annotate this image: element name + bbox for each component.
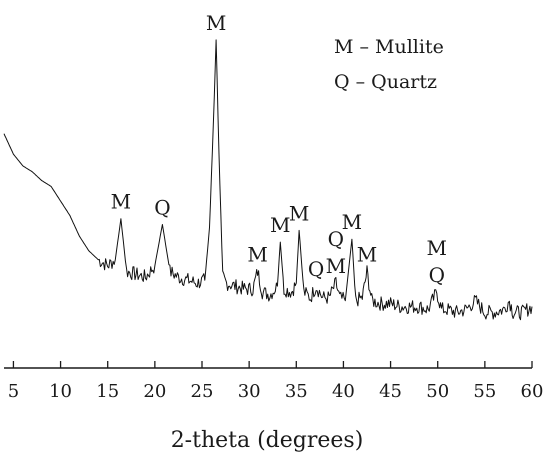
x-tick-label: 15 <box>96 381 119 402</box>
peak-label: Q <box>154 196 170 220</box>
series-layer <box>3 39 533 321</box>
series-line-0 <box>3 39 533 321</box>
x-tick-label: 35 <box>285 381 308 402</box>
peak-label: M <box>206 11 226 35</box>
x-tick-label: 45 <box>379 381 402 402</box>
x-tick-label: 50 <box>426 381 449 402</box>
peak-label: M <box>326 254 346 278</box>
peak-label: M <box>270 213 290 237</box>
peak-label: M <box>427 236 447 260</box>
x-tick-label: 5 <box>8 381 19 402</box>
x-tick-label: 60 <box>521 381 544 402</box>
peak-label: M <box>111 190 131 214</box>
peak-label: Q <box>429 263 445 287</box>
x-axis-label: 2-theta (degrees) <box>171 428 364 453</box>
peak-label: M <box>247 242 267 266</box>
x-tick-label: 10 <box>49 381 72 402</box>
peak-label: M <box>357 242 377 266</box>
x-tick-label: 25 <box>191 381 214 402</box>
legend: M – Mullite Q – Quartz <box>334 36 444 93</box>
x-tick-label: 55 <box>473 381 496 402</box>
legend-entry-mullite: M – Mullite <box>334 36 444 58</box>
peak-label: Q <box>328 227 344 251</box>
x-tick-label: 40 <box>332 381 355 402</box>
x-ticks: 5 10 15 20 25 30 35 40 45 50 55 60 <box>8 361 544 402</box>
peak-label: Q <box>308 257 324 281</box>
peak-label: M <box>342 210 362 234</box>
x-tick-label: 30 <box>238 381 261 402</box>
peak-label: M <box>289 201 309 225</box>
legend-entry-quartz: Q – Quartz <box>334 71 437 93</box>
x-tick-label: 20 <box>143 381 166 402</box>
